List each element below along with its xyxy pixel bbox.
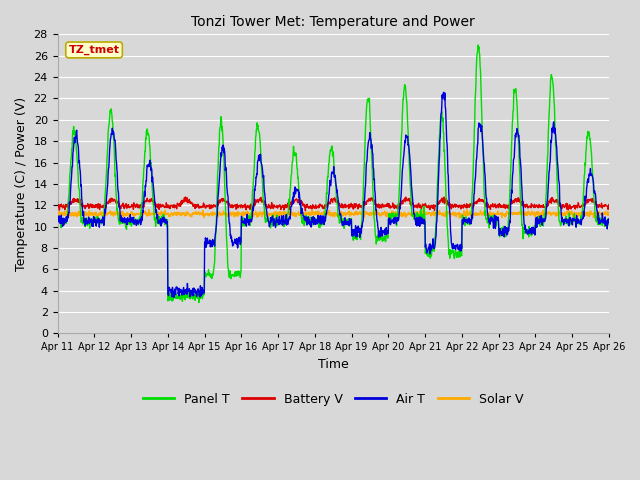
X-axis label: Time: Time xyxy=(318,358,349,371)
Legend: Panel T, Battery V, Air T, Solar V: Panel T, Battery V, Air T, Solar V xyxy=(138,387,529,410)
Y-axis label: Temperature (C) / Power (V): Temperature (C) / Power (V) xyxy=(15,97,28,271)
Title: Tonzi Tower Met: Temperature and Power: Tonzi Tower Met: Temperature and Power xyxy=(191,15,475,29)
Text: TZ_tmet: TZ_tmet xyxy=(68,45,120,55)
